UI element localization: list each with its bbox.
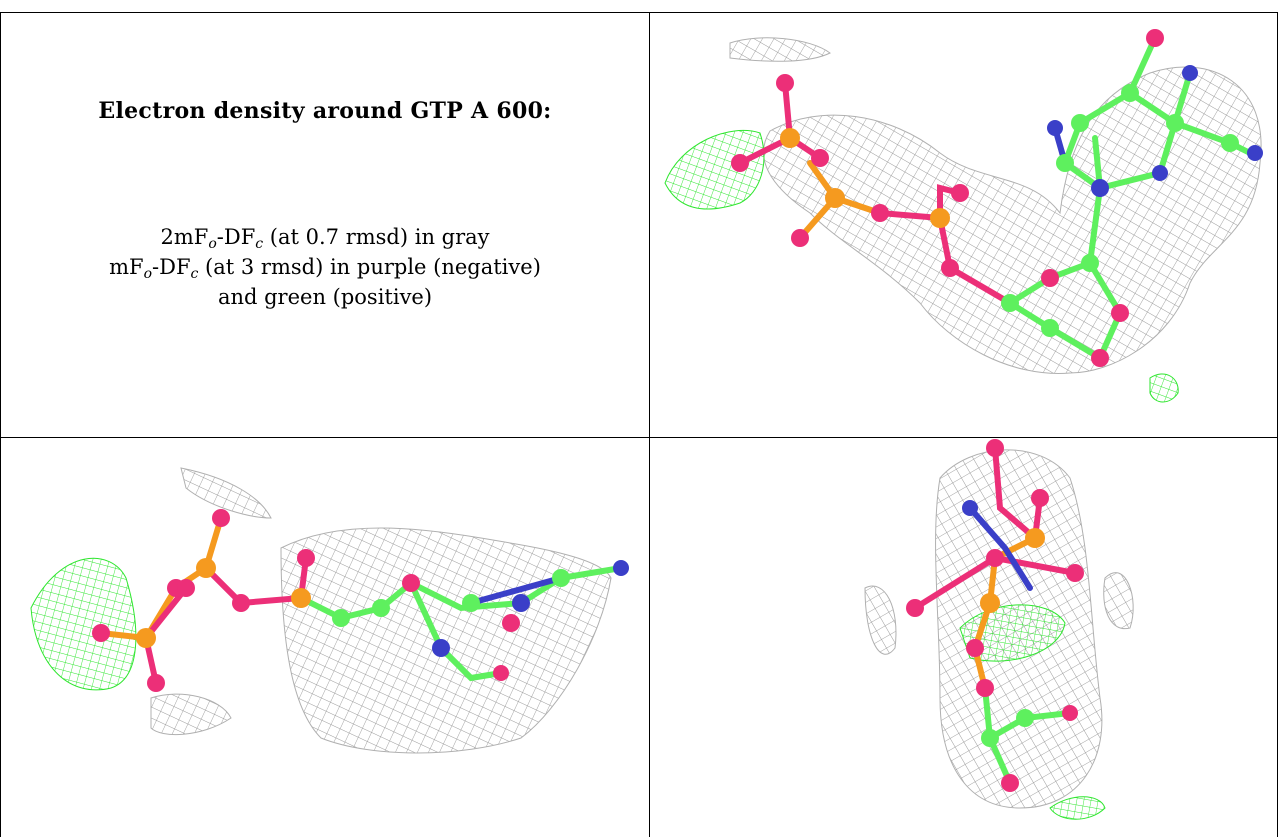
figure-title: Electron density around GTP A 600: bbox=[98, 98, 552, 124]
legend-text: -DF bbox=[152, 255, 191, 279]
positive-density-mesh bbox=[30, 557, 137, 691]
table-top-border bbox=[0, 12, 1278, 13]
table-center-border bbox=[649, 12, 650, 837]
table-mid-border bbox=[0, 437, 1278, 438]
density-mesh bbox=[150, 693, 232, 736]
legend-text: mF bbox=[109, 255, 144, 279]
legend-text: 2mF bbox=[160, 225, 209, 249]
legend-text: (at 0.7 rmsd) in gray bbox=[263, 225, 490, 249]
density-mesh bbox=[729, 37, 831, 62]
legend-line-2mfo: 2mFo-DFc (at 0.7 rmsd) in gray bbox=[1, 222, 649, 252]
legend-text: (at 3 rmsd) in purple (negative) bbox=[198, 255, 541, 279]
atom-spheres bbox=[906, 439, 1084, 792]
legend-sub: o bbox=[143, 266, 153, 282]
view-top-right bbox=[650, 13, 1277, 437]
molecule-render-icon bbox=[30, 467, 629, 754]
atom-spheres bbox=[92, 509, 629, 692]
molecule-render-icon bbox=[664, 29, 1263, 403]
atom-spheres bbox=[731, 29, 1263, 367]
positive-density-mesh bbox=[1049, 796, 1106, 820]
legend-sub: o bbox=[208, 236, 217, 252]
table-left-border bbox=[0, 12, 1, 837]
positive-density-mesh bbox=[664, 129, 765, 210]
density-mesh bbox=[864, 585, 897, 655]
positive-density-mesh bbox=[1149, 373, 1179, 403]
molecule-render-icon bbox=[864, 439, 1134, 820]
density-mesh bbox=[280, 527, 612, 754]
view-bottom-left bbox=[1, 438, 649, 837]
legend-sub: c bbox=[255, 236, 264, 252]
density-mesh bbox=[1103, 572, 1134, 630]
density-legend: 2mFo-DFc (at 0.7 rmsd) in gray mFo-DFc (… bbox=[1, 222, 649, 312]
caption-cell: Electron density around GTP A 600: 2mFo-… bbox=[1, 12, 649, 437]
view-bottom-right bbox=[650, 438, 1277, 837]
density-mesh bbox=[763, 66, 1262, 374]
legend-sub: c bbox=[190, 266, 199, 282]
density-mesh bbox=[180, 467, 272, 519]
legend-line-colors: and green (positive) bbox=[217, 285, 433, 309]
legend-text: -DF bbox=[216, 225, 256, 249]
legend-line-mfo: mFo-DFc (at 3 rmsd) in purple (negative) bbox=[1, 252, 649, 282]
